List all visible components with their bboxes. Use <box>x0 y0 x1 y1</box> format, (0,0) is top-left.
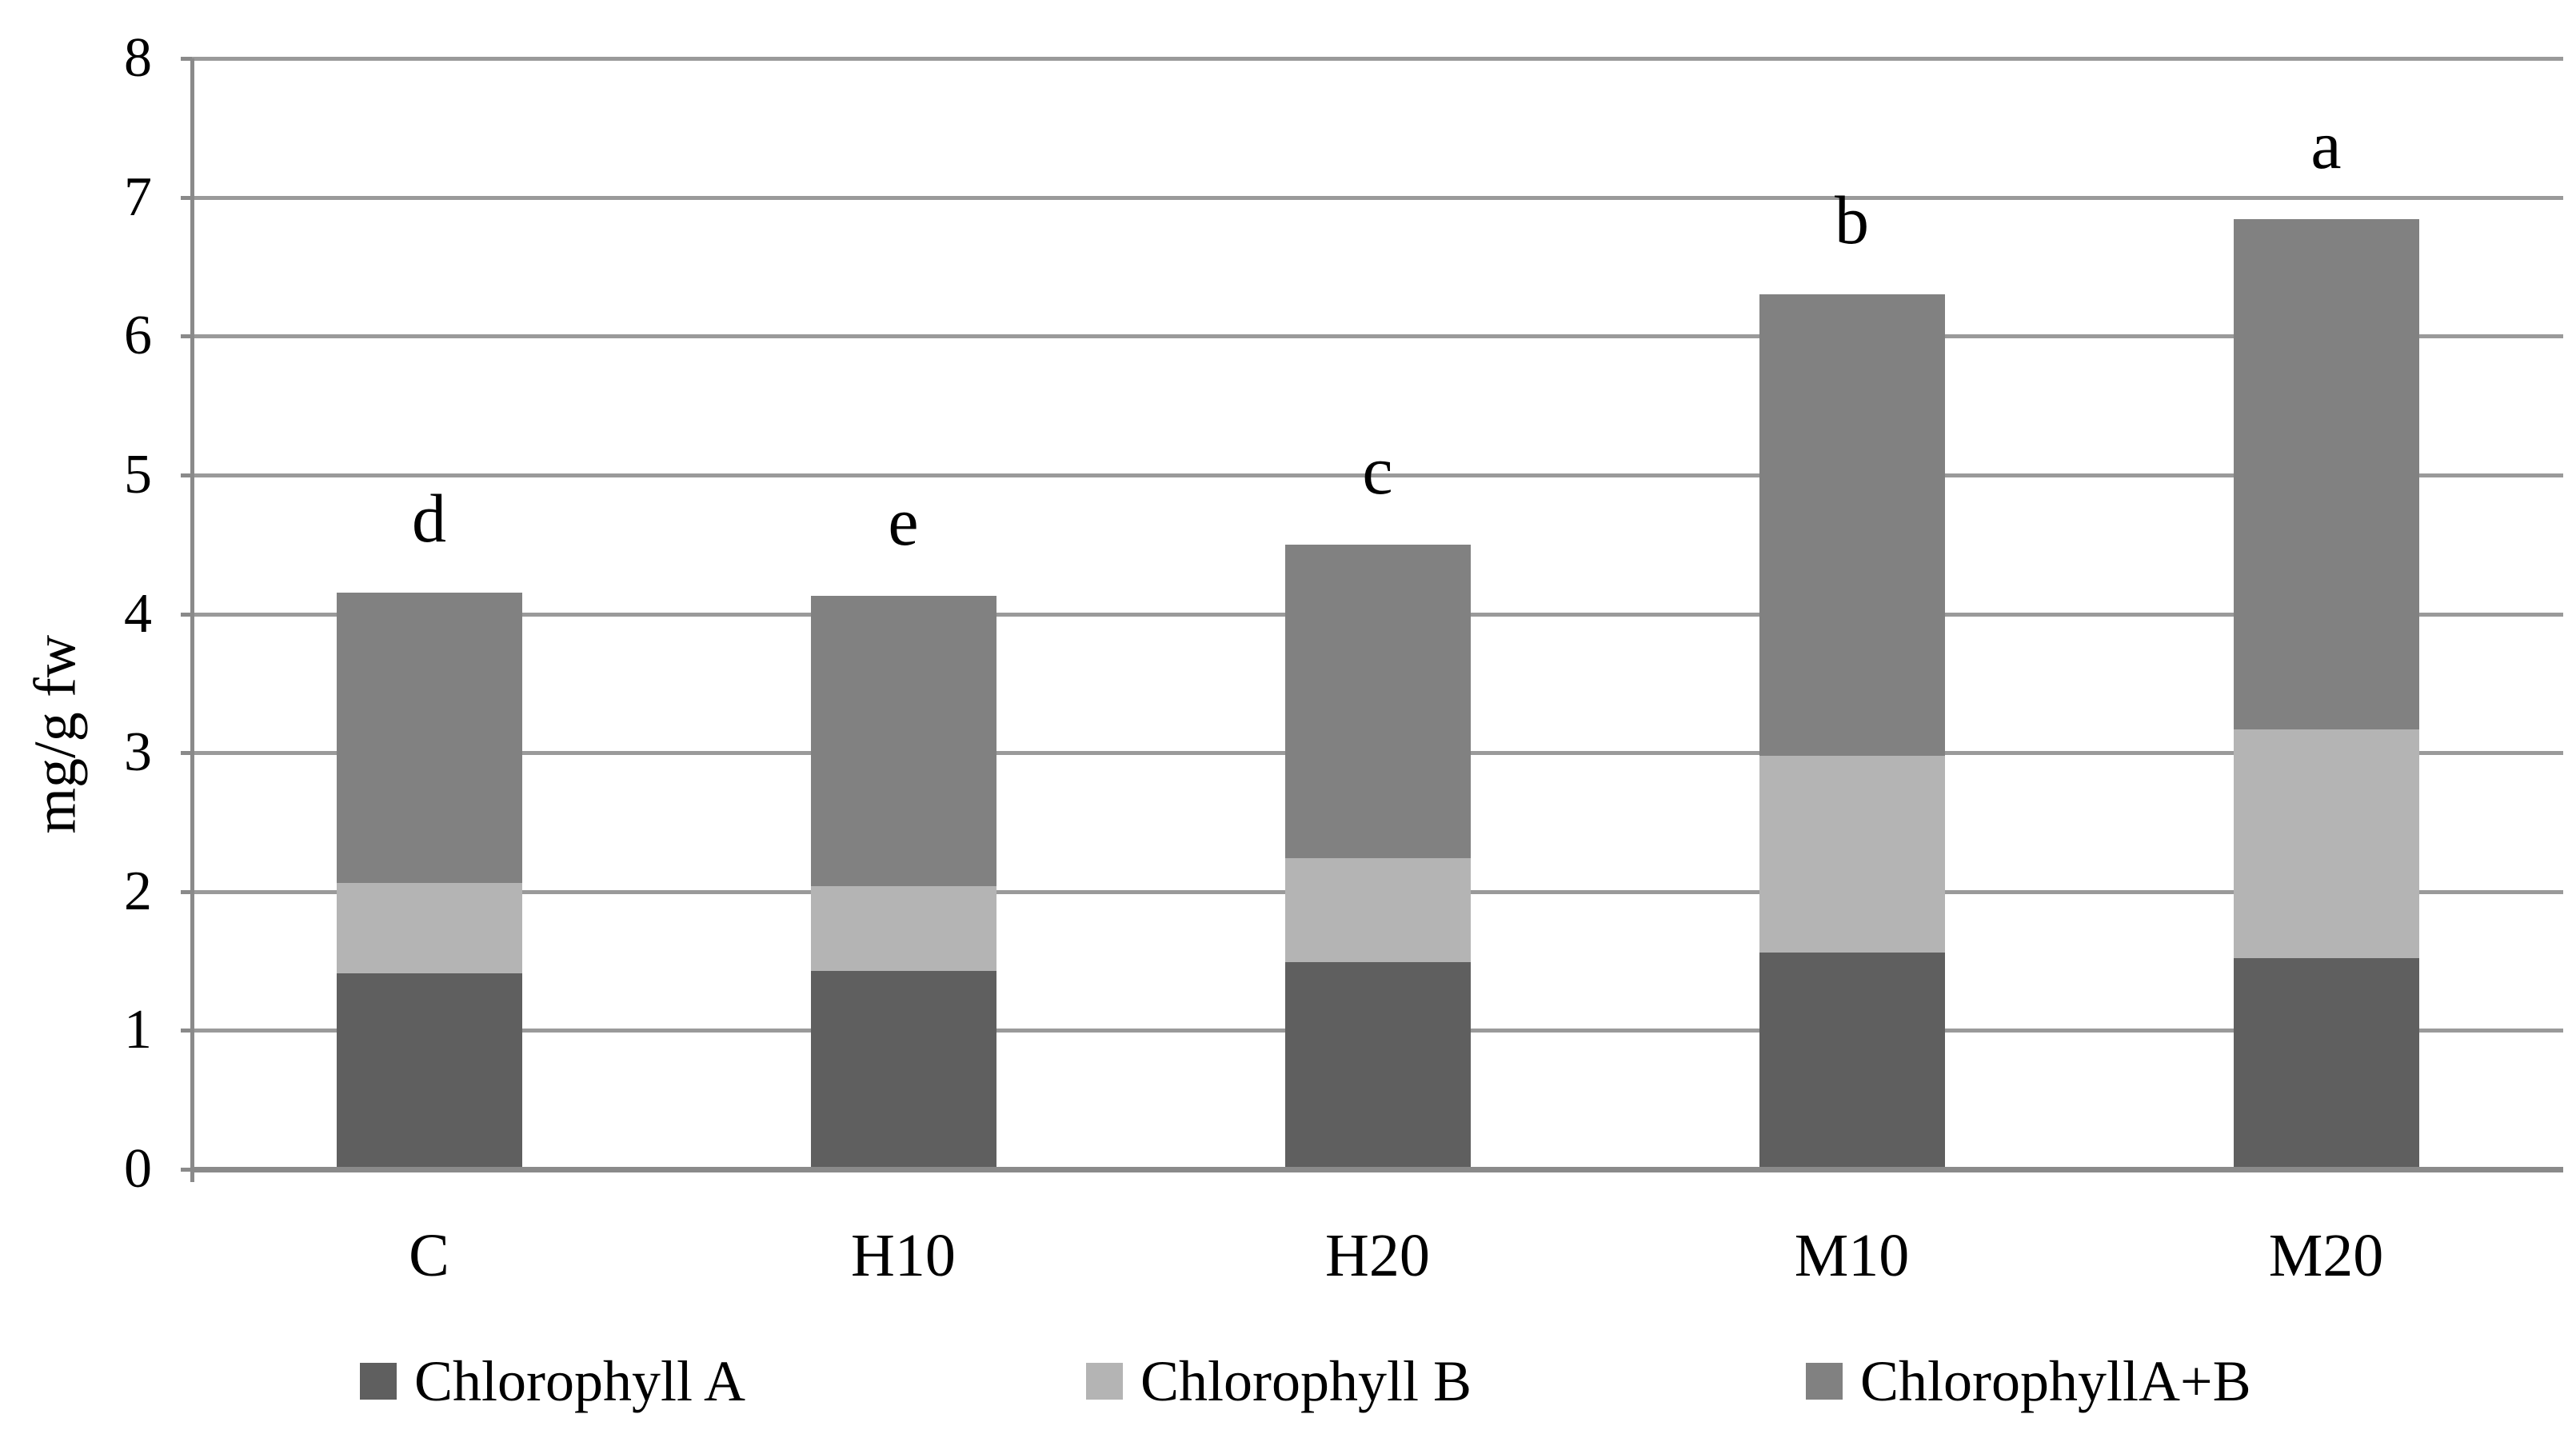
y-tick-label: 1 <box>124 999 152 1061</box>
y-tick-label: 2 <box>124 860 152 922</box>
bar-segment-chlorophyll-b-H10 <box>810 885 996 971</box>
y-tick-mark <box>181 195 192 200</box>
legend-label: Chlorophyll A <box>414 1349 746 1413</box>
y-tick-label: 8 <box>124 27 152 89</box>
significance-letter-M10: b <box>1835 182 1869 259</box>
y-tick-label: 5 <box>124 443 152 505</box>
x-axis-line <box>190 1167 2563 1172</box>
bar-segment-chlorophyll-a-H10 <box>810 970 996 1169</box>
bar-segment-chlorophyll-a-M10 <box>1759 953 1945 1169</box>
gridline-y-6 <box>192 334 2563 339</box>
gridline-y-8 <box>192 57 2563 61</box>
y-tick-mark <box>181 473 192 477</box>
y-axis-line <box>190 58 194 1182</box>
y-tick-mark <box>181 751 192 756</box>
bar-segment-chlorophyll-b-C <box>336 883 522 974</box>
legend-swatch-chlorophyll-b <box>1086 1363 1123 1400</box>
bar-segment-chlorophyll-b-M20 <box>2233 729 2419 959</box>
y-tick-mark <box>181 1029 192 1033</box>
y-tick-label: 3 <box>124 721 152 784</box>
legend: Chlorophyll A Chlorophyll B ChlorophyllA+B <box>0 1345 2576 1425</box>
category-label-M10: M10 <box>1794 1222 1910 1289</box>
category-label-H20: H20 <box>1325 1222 1430 1289</box>
bar-M10 <box>1759 58 1945 1169</box>
bar-segment-chlorophyll-a-plus-b-M10 <box>1759 294 1945 756</box>
y-tick-mark <box>181 57 192 61</box>
y-tick-label: 6 <box>124 305 152 367</box>
bar-segment-chlorophyll-a-C <box>336 973 522 1169</box>
bar-M20 <box>2233 58 2419 1169</box>
bar-segment-chlorophyll-a-plus-b-H20 <box>1284 544 1471 859</box>
gridline-y-7 <box>192 195 2563 200</box>
legend-label: Chlorophyll B <box>1140 1349 1472 1413</box>
bar-segment-chlorophyll-a-plus-b-H10 <box>810 595 996 886</box>
category-label-H10: H10 <box>851 1222 956 1289</box>
y-tick-mark <box>181 334 192 339</box>
legend-swatch-chlorophyll-a-plus-b <box>1806 1363 1843 1400</box>
significance-letter-C: d <box>412 480 446 557</box>
legend-label: ChlorophyllA+B <box>1860 1349 2251 1413</box>
bar-H10 <box>810 58 996 1169</box>
legend-item-chlorophyll-b: Chlorophyll B <box>1086 1345 1472 1417</box>
gridline-y-5 <box>192 473 2563 477</box>
bar-segment-chlorophyll-a-plus-b-C <box>336 593 522 884</box>
bar-segment-chlorophyll-a-plus-b-M20 <box>2233 219 2419 729</box>
legend-item-chlorophyll-a-plus-b: ChlorophyllA+B <box>1806 1345 2251 1417</box>
bar-C <box>336 58 522 1169</box>
legend-swatch-chlorophyll-a <box>360 1363 397 1400</box>
category-label-M20: M20 <box>2268 1222 2384 1289</box>
bar-segment-chlorophyll-a-H20 <box>1284 962 1471 1169</box>
legend-item-chlorophyll-a: Chlorophyll A <box>360 1345 745 1417</box>
y-tick-mark <box>181 889 192 894</box>
category-label-C: C <box>409 1222 449 1289</box>
significance-letter-M20: a <box>2310 106 2342 184</box>
y-tick-mark <box>181 612 192 617</box>
significance-letter-H20: c <box>1362 431 1393 509</box>
bar-segment-chlorophyll-b-M10 <box>1759 755 1945 953</box>
y-tick-label: 4 <box>124 582 152 645</box>
plot-area <box>192 57 2563 1172</box>
bar-segment-chlorophyll-a-M20 <box>2233 958 2419 1169</box>
bar-segment-chlorophyll-b-H20 <box>1284 858 1471 963</box>
y-tick-mark <box>181 1168 192 1172</box>
bar-H20 <box>1284 58 1471 1169</box>
y-tick-label: 0 <box>124 1138 152 1200</box>
y-tick-label: 7 <box>124 166 152 228</box>
significance-letter-H10: e <box>888 482 919 560</box>
